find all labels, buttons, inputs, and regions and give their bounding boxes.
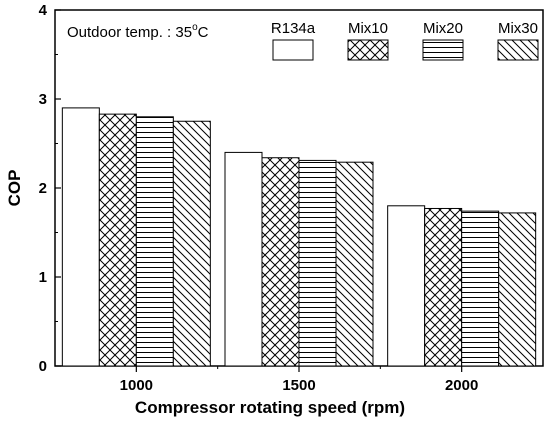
bar (172, 120, 211, 367)
bar (298, 159, 337, 367)
y-tick-label: 4 (39, 2, 48, 19)
bar (424, 207, 463, 367)
y-tick-label: 1 (39, 269, 47, 286)
legend-swatch (347, 39, 389, 61)
x-tick-label: 1500 (282, 377, 315, 394)
bar (461, 210, 500, 367)
bar (98, 113, 137, 367)
bar (224, 151, 263, 367)
bar (335, 161, 374, 367)
bar (387, 205, 426, 367)
bars-layer (61, 107, 537, 367)
legend-label: Mix10 (348, 20, 388, 37)
x-tick-label: 2000 (445, 377, 478, 394)
legend-swatch (272, 39, 314, 61)
legend-swatch (497, 39, 539, 61)
y-tick-label: 0 (39, 358, 47, 375)
x-axis-title: Compressor rotating speed (rpm) (135, 398, 405, 417)
y-tick-label: 3 (39, 91, 47, 108)
legend-swatch (422, 39, 464, 61)
legend-label: R134a (271, 20, 316, 37)
legend-label: Mix20 (423, 20, 463, 37)
bar (61, 107, 100, 367)
legend-label: Mix30 (498, 20, 538, 37)
bar (498, 212, 537, 367)
legend: R134a Mix10 Mix20 Mix30 (271, 20, 539, 61)
annotation-outdoor-temp: Outdoor temp. : 35oC (67, 22, 209, 41)
y-tick-label: 2 (39, 180, 47, 197)
y-axis: 0 1 2 3 4 (39, 2, 61, 375)
bar (261, 157, 300, 367)
x-tick-label: 1000 (120, 377, 153, 394)
x-axis: 1000 1500 2000 (120, 366, 478, 394)
bar (135, 116, 174, 367)
y-axis-title: COP (5, 170, 24, 207)
